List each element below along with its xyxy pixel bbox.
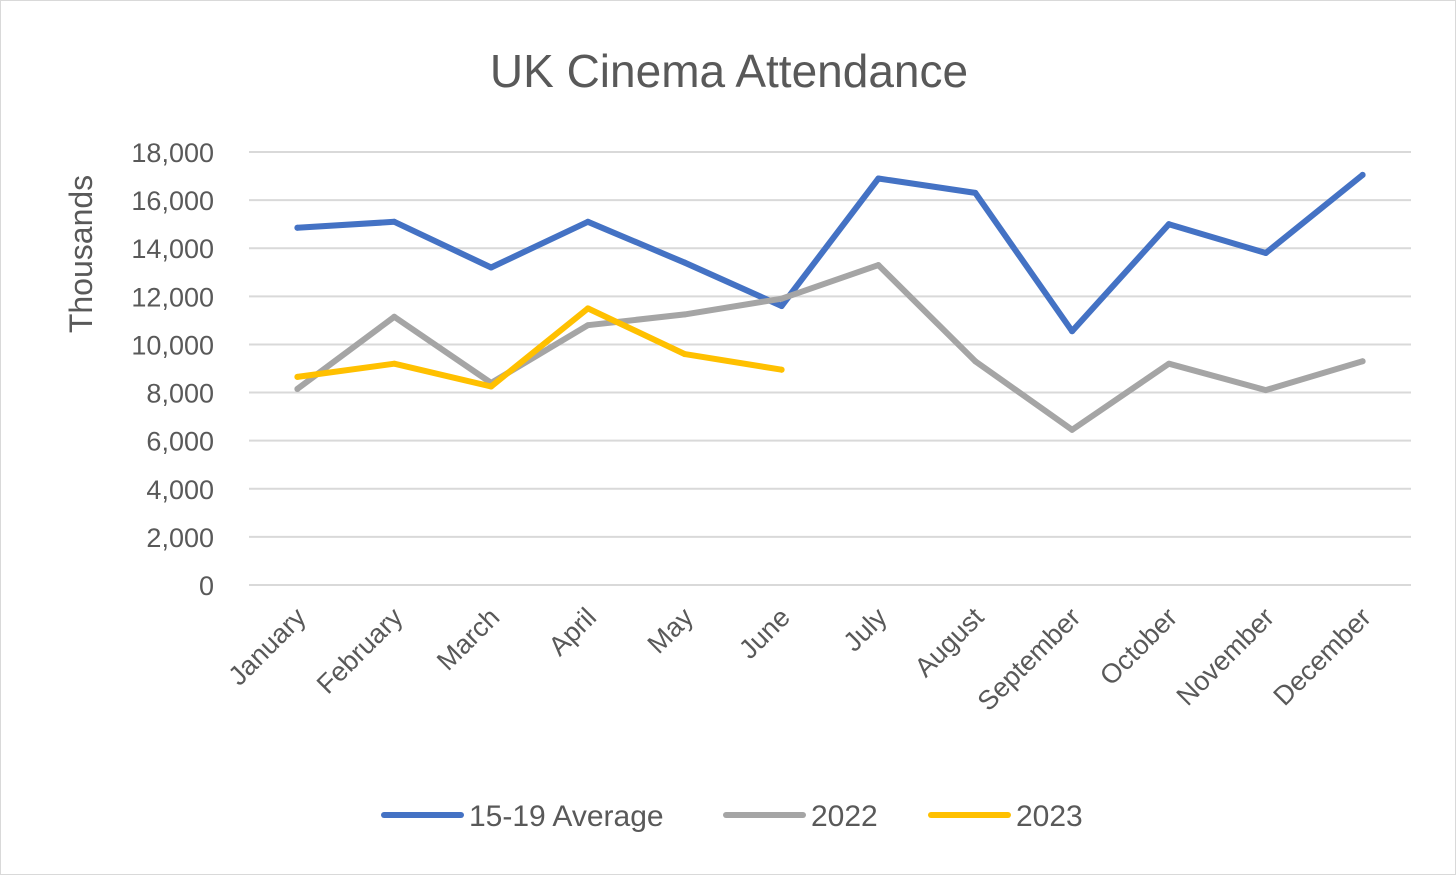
data-point [778, 366, 785, 373]
x-tick-label: May [642, 602, 700, 660]
data-point [681, 351, 688, 358]
data-point [972, 358, 979, 365]
y-tick-label: 10,000 [131, 330, 214, 360]
data-point [391, 218, 398, 225]
data-point [294, 373, 301, 380]
x-tick-label: August [909, 602, 990, 683]
series-line-2 [294, 305, 785, 390]
data-point [1262, 250, 1269, 257]
data-point [778, 295, 785, 302]
x-tick-label: March [431, 602, 505, 676]
y-tick-label: 14,000 [131, 234, 214, 264]
data-point [488, 383, 495, 390]
y-axis-ticks: 0 2,000 4,000 6,000 8,000 10,000 12,000 14,000 1… [131, 138, 214, 601]
y-tick-label: 0 [199, 571, 214, 601]
data-point [391, 360, 398, 367]
legend: 15-19 Average 2022 2023 [381, 800, 1083, 833]
x-tick-label: April [543, 602, 602, 661]
data-point [1069, 426, 1076, 433]
y-tick-label: 12,000 [131, 282, 214, 312]
data-point [1262, 387, 1269, 394]
y-tick-label: 18,000 [131, 138, 214, 168]
data-point [488, 264, 495, 271]
data-point [875, 175, 882, 182]
y-tick-label: 16,000 [131, 186, 214, 216]
data-point [584, 322, 591, 329]
y-tick-label: 6,000 [146, 427, 214, 457]
data-point [584, 218, 591, 225]
data-point [584, 305, 591, 312]
legend-label: 15-19 Average [469, 800, 664, 833]
data-point [778, 302, 785, 309]
x-tick-label: December [1268, 602, 1377, 711]
data-point [875, 262, 882, 269]
data-point [1165, 360, 1172, 367]
data-point [294, 385, 301, 392]
data-point [972, 189, 979, 196]
x-tick-label: October [1094, 602, 1183, 691]
gridlines [249, 151, 1411, 586]
data-point [391, 313, 398, 320]
data-point [1165, 221, 1172, 228]
x-tick-label: November [1171, 602, 1280, 711]
y-tick-label: 2,000 [146, 523, 214, 553]
x-axis-ticks: January February March April May June July Augu… [223, 602, 1377, 717]
data-point [294, 224, 301, 231]
x-tick-label: June [733, 602, 796, 665]
x-tick-label: January [223, 602, 312, 691]
x-tick-label: February [311, 602, 409, 700]
data-point [681, 311, 688, 318]
data-point [1069, 328, 1076, 335]
data-point [1359, 358, 1366, 365]
y-tick-label: 8,000 [146, 379, 214, 409]
data-point [681, 259, 688, 266]
y-axis-label: Thousands [63, 175, 99, 333]
series-line-1 [294, 262, 1366, 433]
x-tick-label: September [972, 602, 1087, 717]
y-tick-label: 4,000 [146, 475, 214, 505]
data-point [1359, 171, 1366, 178]
series-lines [294, 171, 1366, 433]
x-tick-label: July [837, 602, 893, 658]
chart-title: UK Cinema Attendance [490, 45, 968, 97]
legend-label: 2023 [1016, 800, 1083, 833]
series-line-0 [294, 171, 1366, 335]
legend-label: 2022 [811, 800, 878, 833]
